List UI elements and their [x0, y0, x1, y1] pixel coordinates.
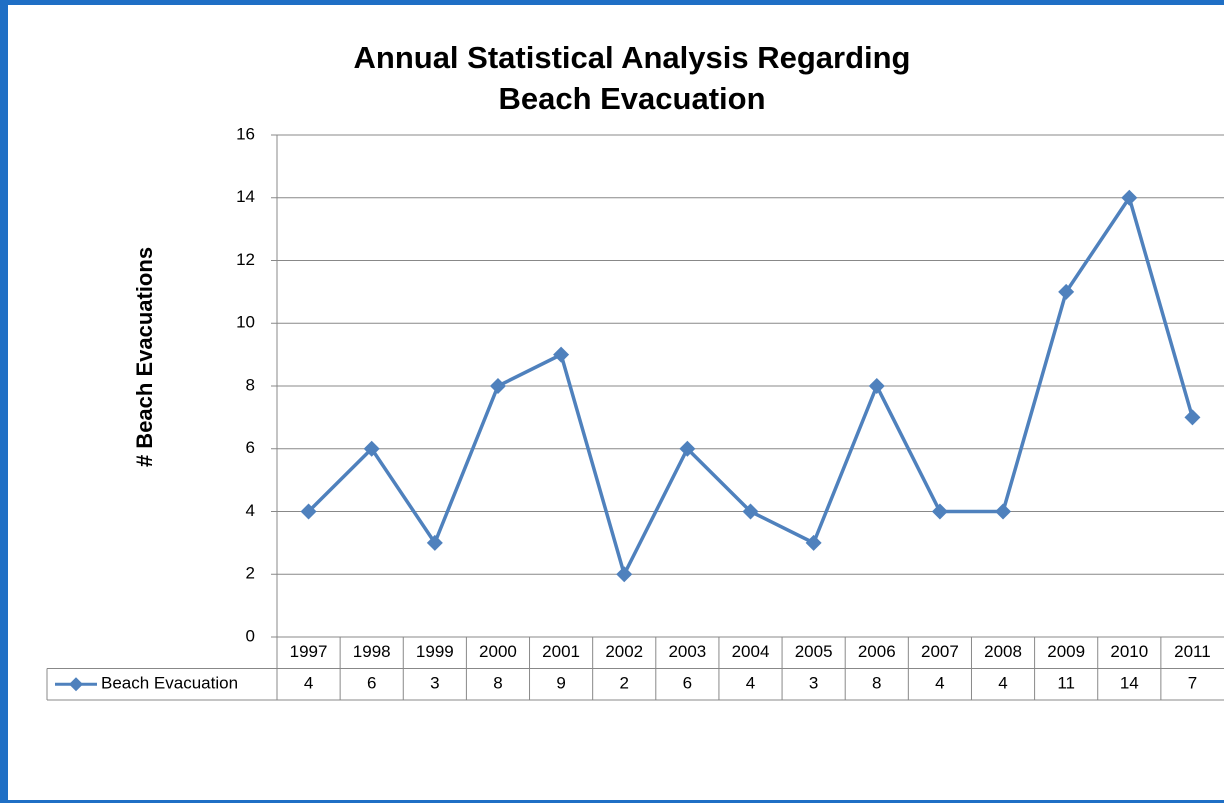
table-value: 9	[556, 674, 565, 693]
data-point	[363, 440, 380, 457]
data-point	[1184, 409, 1201, 426]
data-point	[489, 378, 506, 394]
y-tick-label: 4	[246, 501, 255, 520]
data-point	[1121, 189, 1138, 206]
x-tick-label: 2005	[795, 642, 833, 661]
table-value: 8	[872, 674, 881, 693]
x-tick-label: 2004	[732, 642, 770, 661]
data-point	[868, 378, 885, 394]
x-tick-label: 2006	[858, 642, 896, 661]
x-tick-label: 2000	[479, 642, 517, 661]
table-value: 4	[304, 674, 313, 693]
x-tick-label: 2010	[1110, 642, 1148, 661]
table-value: 8	[493, 674, 502, 693]
table-value: 11	[1057, 674, 1075, 693]
y-tick-label: 16	[236, 124, 255, 143]
data-point	[616, 566, 633, 583]
data-point	[426, 534, 443, 551]
x-tick-label: 1999	[416, 642, 454, 661]
data-point	[1058, 283, 1075, 300]
table-value: 6	[683, 674, 692, 693]
legend-marker	[69, 677, 83, 692]
x-tick-label: 2001	[542, 642, 580, 661]
table-value: 2	[619, 674, 628, 693]
x-tick-label: 2011	[1174, 642, 1211, 661]
table-value: 14	[1120, 674, 1139, 693]
y-tick-label: 14	[236, 187, 255, 206]
data-point	[805, 534, 822, 551]
x-tick-label: 2007	[921, 642, 959, 661]
y-tick-label: 0	[246, 626, 255, 645]
table-value: 4	[998, 674, 1007, 693]
frame-bottom	[0, 800, 1224, 803]
frame-top	[0, 0, 1224, 5]
x-tick-label: 2009	[1047, 642, 1085, 661]
data-point	[300, 503, 317, 520]
y-tick-label: 6	[246, 438, 255, 457]
data-point	[931, 503, 948, 520]
table-value: 4	[746, 674, 755, 693]
table-value: 6	[367, 674, 376, 693]
data-point	[742, 503, 759, 520]
legend-label: Beach Evacuation	[101, 674, 238, 693]
y-tick-label: 2	[246, 564, 255, 583]
x-tick-label: 2002	[605, 642, 643, 661]
chart-title: Beach Evacuation	[498, 81, 765, 116]
data-point	[679, 440, 696, 457]
table-value: 3	[430, 674, 439, 693]
y-axis-label: # Beach Evacuations	[132, 247, 157, 467]
frame-left	[0, 0, 8, 803]
chart-title: Annual Statistical Analysis Regarding	[354, 40, 911, 75]
table-value: 4	[935, 674, 944, 693]
data-point	[553, 346, 570, 363]
data-point	[995, 503, 1012, 520]
y-tick-label: 12	[236, 250, 255, 269]
table-value: 3	[809, 674, 818, 693]
x-tick-label: 1997	[290, 642, 328, 661]
y-tick-label: 8	[246, 375, 255, 394]
table-value: 7	[1188, 674, 1197, 693]
x-tick-label: 1998	[353, 642, 391, 661]
y-tick-label: 10	[236, 313, 255, 332]
x-tick-label: 2003	[668, 642, 706, 661]
x-tick-label: 2008	[984, 642, 1022, 661]
